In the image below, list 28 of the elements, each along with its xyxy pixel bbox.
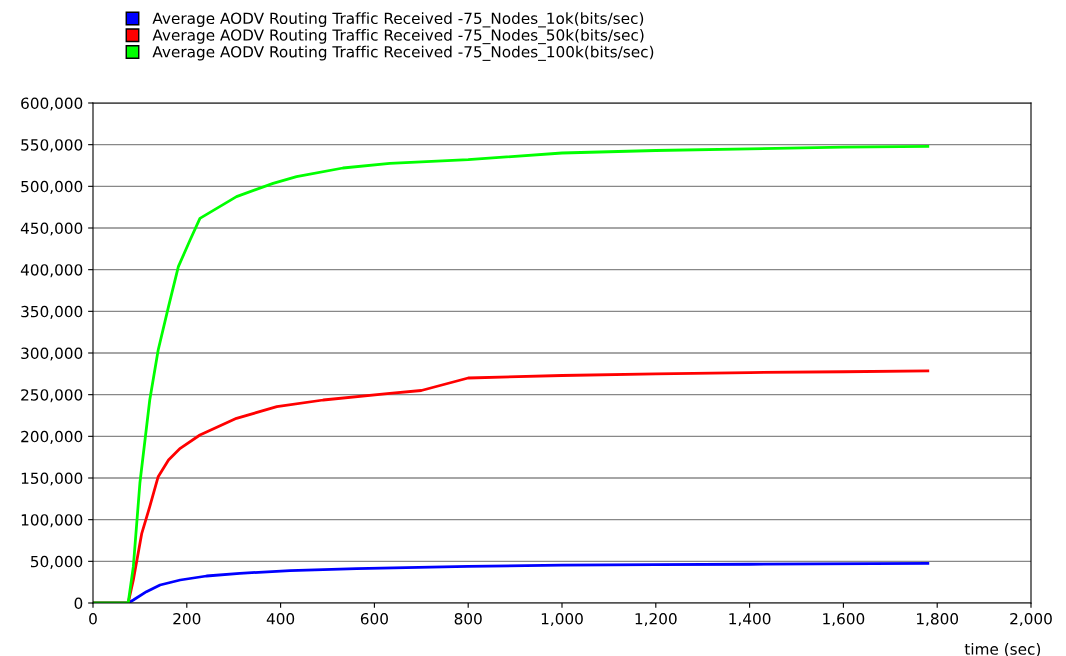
x-tick-label: 1,000 xyxy=(541,612,583,627)
y-tick-label: 150,000 xyxy=(21,472,83,486)
x-tick-label: 0 xyxy=(89,612,97,625)
y-tick-label: 450,000 xyxy=(20,222,83,236)
y-tick-label: 0 xyxy=(74,597,83,610)
y-tick-label: 350,000 xyxy=(21,305,83,319)
legend-label: Average AODV Routing Traffic Received -75_Nodes_100k(bits/sec) xyxy=(152,45,654,61)
y-tick-label: 550,000 xyxy=(21,139,83,153)
x-tick-label: 400 xyxy=(266,612,295,625)
y-tick-label: 600,000 xyxy=(21,97,83,111)
x-axis-title: time (sec) xyxy=(964,643,1041,656)
y-tick-label: 400,000 xyxy=(20,264,83,278)
y-tick-label: 500,000 xyxy=(21,180,83,194)
x-tick-label: 1,400 xyxy=(729,612,771,627)
x-tick-label: 800 xyxy=(454,612,482,625)
legend-label: Average AODV Routing Traffic Received -75_Nodes_50k(bits/sec) xyxy=(152,28,644,45)
y-tick-label: 50,000 xyxy=(31,555,83,569)
y-tick-label: 200,000 xyxy=(21,430,83,444)
x-tick-label: 600 xyxy=(360,612,388,625)
x-tick-label: 200 xyxy=(173,612,201,625)
x-tick-label: 1,800 xyxy=(917,612,959,627)
x-tick-label: 1,200 xyxy=(635,612,677,627)
y-tick-label: 100,000 xyxy=(21,514,83,528)
legend-label: Average AODV Routing Traffic Received -75_Nodes_1ok(bits/sec) xyxy=(152,12,644,28)
x-tick-label: 2,000 xyxy=(1010,612,1052,627)
y-tick-label: 250,000 xyxy=(21,389,83,403)
x-tick-label: 1,600 xyxy=(823,612,865,627)
y-tick-label: 300,000 xyxy=(21,347,83,361)
